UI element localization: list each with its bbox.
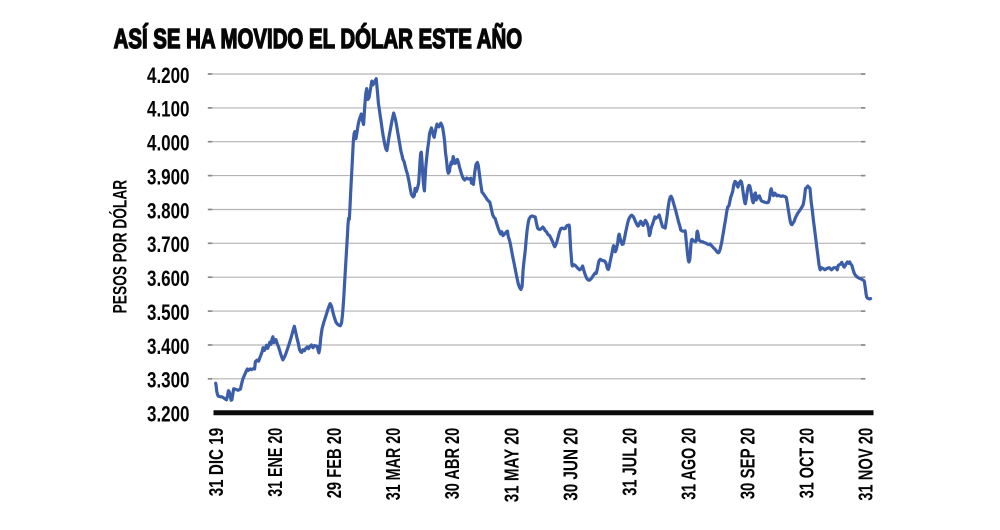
svg-text:31 DIC 19: 31 DIC 19 — [206, 428, 228, 497]
svg-text:4.100: 4.100 — [147, 97, 190, 122]
svg-text:ASÍ SE HA MOVIDO EL DÓLAR ESTE: ASÍ SE HA MOVIDO EL DÓLAR ESTE AÑO — [114, 23, 522, 54]
svg-text:3.400: 3.400 — [147, 334, 190, 359]
svg-text:3.700: 3.700 — [147, 232, 190, 257]
svg-text:31 MAY 20: 31 MAY 20 — [501, 428, 523, 503]
svg-text:3.500: 3.500 — [147, 300, 190, 325]
svg-text:30 ABR 20: 30 ABR 20 — [442, 428, 464, 500]
svg-text:PESOS POR DÓLAR: PESOS POR DÓLAR — [108, 180, 132, 314]
svg-text:3.200: 3.200 — [147, 402, 190, 427]
svg-text:30 JUN 20: 30 JUN 20 — [560, 428, 582, 501]
svg-text:31 NOV 20: 31 NOV 20 — [856, 428, 878, 501]
svg-text:31 MAR 20: 31 MAR 20 — [383, 428, 405, 501]
svg-text:4.200: 4.200 — [147, 63, 190, 88]
svg-text:4.000: 4.000 — [147, 131, 190, 156]
svg-text:29 FEB 20: 29 FEB 20 — [324, 428, 346, 499]
svg-text:31 JUL 20: 31 JUL 20 — [619, 428, 641, 496]
svg-text:30 SEP 20: 30 SEP 20 — [738, 428, 760, 500]
svg-text:31 ENE 20: 31 ENE 20 — [265, 428, 287, 497]
svg-text:3.300: 3.300 — [147, 368, 190, 393]
svg-text:3.800: 3.800 — [147, 198, 190, 223]
svg-text:31 OCT 20: 31 OCT 20 — [797, 428, 819, 499]
svg-text:3.600: 3.600 — [147, 266, 190, 291]
svg-text:3.900: 3.900 — [147, 164, 190, 189]
svg-text:31 AGO 20: 31 AGO 20 — [678, 428, 700, 500]
